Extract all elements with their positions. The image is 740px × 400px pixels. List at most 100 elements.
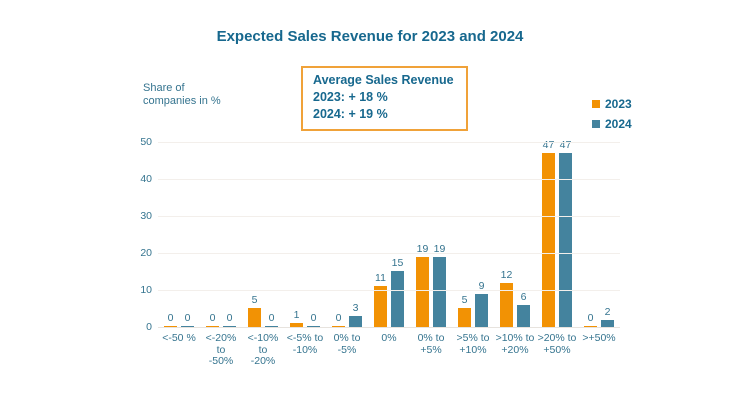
bar-2024 [181,326,194,327]
annotation-line-2023: 2023: + 18 % [313,90,388,104]
bar-value-label: 2 [604,306,611,318]
x-tick-label: 0% to +5% [417,332,445,356]
bar-group: 12 6 [494,142,536,327]
bar-value-label: 12 [500,269,513,281]
x-tick-label: <-5% to -10% [286,332,324,356]
bar-column-2024: 0 [307,312,320,327]
bar-column-2023: 0 [584,312,597,327]
y-tick-label: 30 [140,210,152,222]
bar-column-2023: 0 [164,312,177,327]
bar-value-label: 11 [375,272,386,284]
annotation-box: Average Sales Revenue 2023: + 18 % 2024:… [301,66,468,131]
plot-area: 0 0 0 0 5 0 1 0 0 3 11 15 19 19 5 9 12 6 47 47 0 2 [158,139,620,328]
bar-column-2023: 0 [206,312,219,327]
y-axis-label: Share of companies in % [143,82,221,107]
x-tick-label: >+50% [582,332,616,344]
x-tick-label: <-50 % [162,332,196,344]
legend-label-2023: 2023 [605,97,632,111]
bar-value-label: 5 [461,294,468,306]
y-tick-label: 50 [140,136,152,148]
legend-item-2024: 2024 [592,117,632,131]
x-tick-label: <-10% to -20% [247,332,279,367]
bar-column-2023: 12 [500,269,513,327]
legend-swatch-2024 [592,120,600,128]
bar-column-2024: 19 [433,243,446,327]
legend-item-2023: 2023 [592,97,632,111]
bar-2023 [290,323,303,327]
x-tick-label: 0% to -5% [333,332,361,356]
bar-value-label: 0 [587,312,594,324]
chart-title: Expected Sales Revenue for 2023 and 2024 [216,28,524,45]
x-tick-label: <-20% to -50% [205,332,237,367]
bar-2023 [374,286,387,327]
bar-groups: 0 0 0 0 5 0 1 0 0 3 11 15 19 19 5 9 12 6 47 47 0 2 [158,139,620,327]
bar-2023 [206,326,219,327]
bar-column-2023: 19 [416,243,429,327]
bar-value-label: 47 [542,139,555,151]
x-axis-tick-labels: <-50 % <-20% to -50% <-10% to -20% <-5% to … [158,332,620,368]
bar-column-2023: 5 [458,294,471,327]
bar-2024 [559,153,572,327]
annotation-title: Average Sales Revenue [313,73,454,87]
y-tick-label: 40 [140,173,152,185]
bar-value-label: 15 [391,257,404,269]
bar-2023 [416,257,429,327]
bar-value-label: 1 [293,309,300,321]
bar-value-label: 0 [268,312,275,324]
bar-2024 [601,320,614,327]
bar-column-2024: 0 [265,312,278,327]
bar-2023 [458,308,471,327]
gridline [158,216,620,217]
bar-2024 [223,326,236,327]
y-tick-label: 20 [140,247,152,259]
bar-column-2024: 6 [517,291,530,327]
x-tick-label: >20% to +50% [537,332,577,356]
bar-2024 [307,326,320,327]
bar-column-2024: 0 [181,312,194,327]
bar-column-2024: 0 [223,312,236,327]
bar-column-2023: 1 [290,309,303,327]
bar-value-label: 5 [251,294,258,306]
bar-2024 [475,294,488,327]
bar-column-2023: 0 [332,312,345,327]
y-tick-label: 0 [146,321,152,333]
bar-column-2024: 15 [391,257,404,327]
bar-value-label: 19 [433,243,446,255]
x-tick-label: >5% to +10% [456,332,490,356]
bar-group: 19 19 [410,142,452,327]
legend-swatch-2023 [592,100,600,108]
bar-value-label: 0 [184,312,191,324]
bar-2023 [584,326,597,327]
x-axis-line [158,327,620,328]
bar-value-label: 6 [520,291,527,303]
bar-value-label: 9 [478,280,485,292]
bar-column-2024: 47 [559,139,572,327]
bar-value-label: 0 [209,312,216,324]
legend: 2023 2024 [592,97,632,137]
x-tick-label: >10% to +20% [495,332,535,356]
bar-2023 [164,326,177,327]
bar-2023 [332,326,345,327]
bar-2024 [349,316,362,327]
bar-column-2024: 3 [349,302,362,327]
bar-column-2023: 5 [248,294,261,327]
bar-2024 [265,326,278,327]
bar-group: 11 15 [368,142,410,327]
gridline [158,290,620,291]
bar-value-label: 47 [559,139,572,151]
annotation-line-2024: 2024: + 19 % [313,107,388,121]
bar-value-label: 0 [167,312,174,324]
bar-column-2024: 9 [475,280,488,327]
bar-2024 [391,271,404,327]
bar-value-label: 0 [310,312,317,324]
bar-2024 [517,305,530,327]
bar-value-label: 3 [352,302,359,314]
bar-2023 [542,153,555,327]
bar-group: 47 47 [536,139,578,327]
